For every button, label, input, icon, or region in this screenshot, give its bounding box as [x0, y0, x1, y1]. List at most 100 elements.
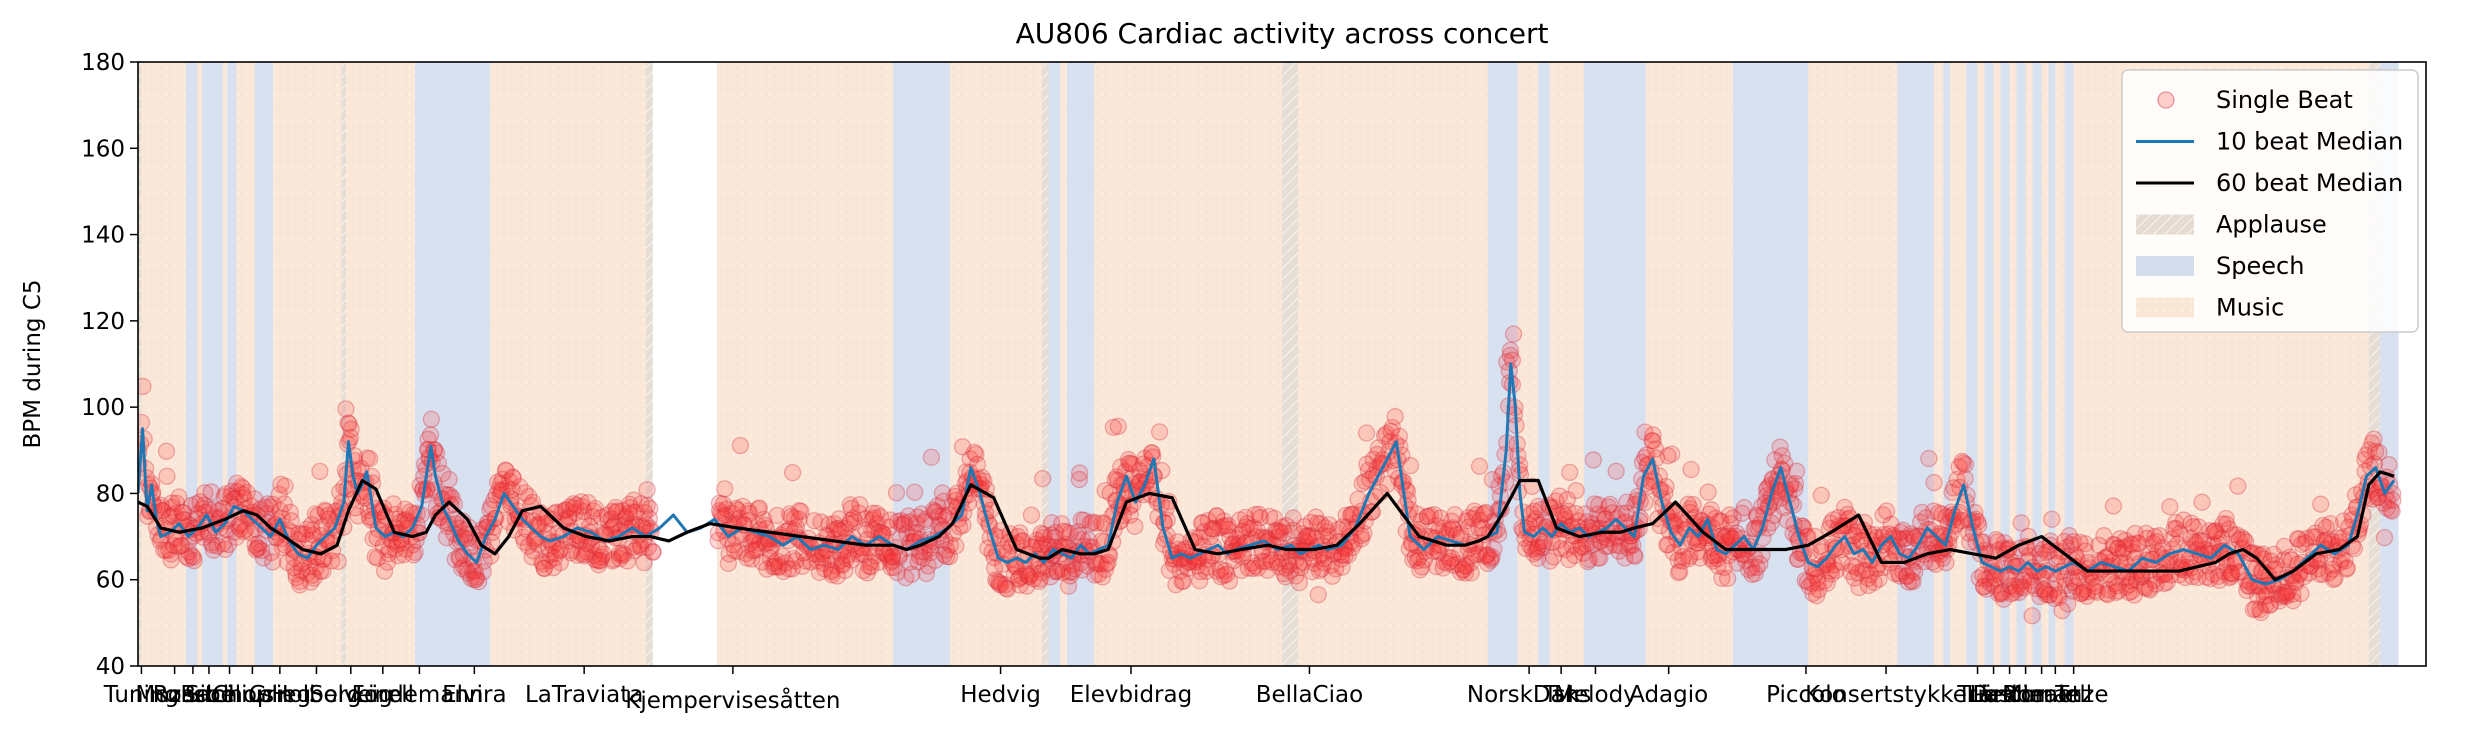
single-beat-point — [180, 543, 198, 561]
single-beat-point — [620, 504, 638, 523]
single-beat-point — [391, 513, 410, 531]
single-beat-point — [612, 546, 631, 565]
x-tick-label: Hedvig — [960, 682, 1041, 708]
region-applause-10 — [341, 62, 347, 666]
single-beat-point — [621, 498, 639, 517]
single-beat-point — [883, 548, 902, 566]
region-music-24 — [1298, 62, 1488, 666]
single-beat-point — [825, 515, 844, 533]
single-beat-point — [822, 563, 841, 581]
single-beat-point — [422, 410, 440, 428]
single-beat-point — [903, 565, 921, 583]
single-beat-point — [162, 551, 180, 569]
single-beat-point — [229, 517, 248, 535]
single-beat-point — [1812, 486, 1830, 504]
single-beat-point — [459, 564, 477, 582]
single-beat-point — [613, 544, 631, 562]
y-tick-label: 140 — [81, 223, 125, 249]
single-beat-point — [747, 540, 766, 558]
single-beat-point — [625, 542, 644, 560]
single-beat-point — [553, 502, 571, 521]
legend-patch-swatch — [2136, 297, 2194, 318]
single-beat-point — [1925, 473, 1943, 492]
single-beat-point — [172, 537, 190, 555]
single-beat-point — [783, 463, 802, 482]
region-music-3 — [197, 62, 203, 666]
region-music-30 — [1645, 62, 1733, 666]
single-beat-point — [166, 504, 184, 523]
single-beat-point — [615, 545, 633, 564]
single-beat-point — [202, 483, 220, 501]
single-beat-point — [312, 526, 330, 545]
single-beat-point — [558, 501, 576, 519]
single-beat-point — [170, 488, 188, 506]
single-beat-point — [774, 562, 793, 581]
y-tick-label: 60 — [96, 568, 125, 594]
single-beat-point — [836, 561, 854, 580]
region-music-5 — [222, 62, 228, 666]
single-beat-point — [319, 506, 337, 525]
single-beat-point — [2104, 497, 2123, 515]
single-beat-point — [254, 549, 273, 567]
single-beat-point — [163, 494, 181, 512]
single-beat-point — [375, 562, 394, 580]
single-beat-point — [860, 557, 878, 575]
single-beat-point — [640, 509, 659, 528]
single-beat-point — [564, 495, 583, 513]
single-beat-point — [536, 514, 554, 533]
single-beat-point — [590, 556, 608, 574]
single-beat-point — [2161, 498, 2179, 516]
single-beat-point — [234, 479, 252, 497]
single-beat-point — [235, 489, 253, 507]
single-beat-point — [881, 511, 900, 529]
single-beat-point — [842, 551, 861, 569]
single-beat-point — [514, 528, 532, 546]
single-beat-point — [599, 512, 618, 530]
single-beat-point — [298, 520, 316, 538]
single-beat-point — [185, 551, 203, 570]
region-music-42 — [2009, 62, 2017, 666]
single-beat-point — [823, 566, 841, 584]
single-beat-point — [616, 509, 635, 527]
single-beat-point — [868, 515, 887, 533]
single-beat-point — [2043, 510, 2061, 528]
region-music-26 — [1517, 62, 1539, 666]
x-tick-label: Elevbidrag — [1070, 682, 1192, 708]
single-beat-point — [504, 469, 522, 487]
single-beat-point — [624, 503, 643, 521]
single-beat-point — [360, 450, 379, 468]
single-beat-point — [503, 481, 521, 499]
single-beat-point — [261, 498, 279, 516]
single-beat-point — [291, 576, 309, 594]
single-beat-point — [780, 505, 799, 523]
single-beat-point — [364, 530, 382, 548]
single-beat-point — [316, 502, 335, 521]
region-speech-43 — [2016, 62, 2026, 666]
single-beat-point — [588, 551, 606, 570]
region-music-38 — [1977, 62, 1985, 666]
single-beat-point — [307, 558, 326, 576]
single-beat-point — [169, 537, 187, 556]
single-beat-point — [450, 548, 468, 566]
single-beat-point — [228, 474, 246, 492]
single-beat-point — [850, 504, 868, 522]
single-beat-point — [177, 547, 196, 566]
single-beat-point — [1719, 569, 1737, 588]
single-beat-point — [724, 536, 742, 554]
single-beat-point — [829, 520, 848, 538]
single-beat-point — [766, 558, 784, 576]
single-beat-point — [191, 493, 209, 511]
single-beat-point — [586, 499, 605, 518]
single-beat-point — [285, 559, 303, 577]
single-beat-point — [617, 507, 635, 526]
single-beat-point — [247, 541, 265, 559]
single-beat-point — [446, 550, 464, 569]
region-music-1 — [141, 62, 187, 666]
single-beat-point — [519, 537, 537, 555]
single-beat-point — [516, 484, 534, 502]
x-tick-label: Adagio — [1629, 682, 1708, 708]
single-beat-point — [163, 498, 182, 517]
single-beat-point — [397, 510, 415, 529]
single-beat-point — [641, 499, 659, 518]
single-beat-point — [282, 512, 300, 530]
